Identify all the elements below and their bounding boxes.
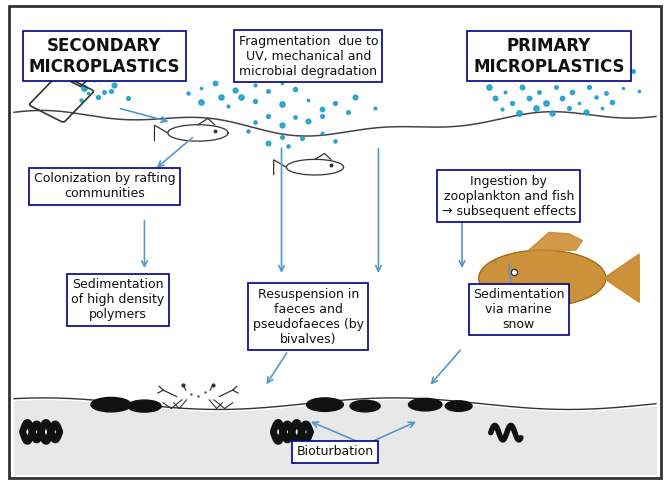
- Ellipse shape: [307, 398, 343, 411]
- Text: Resuspension in
faeces and
pseudofaeces (by
bivalves): Resuspension in faeces and pseudofaeces …: [253, 288, 364, 346]
- Polygon shape: [479, 250, 606, 306]
- Polygon shape: [519, 283, 549, 305]
- Polygon shape: [604, 254, 639, 302]
- Text: Sedimentation
via marine
snow: Sedimentation via marine snow: [473, 288, 565, 331]
- Ellipse shape: [350, 400, 380, 412]
- Ellipse shape: [446, 401, 472, 411]
- Text: PRIMARY
MICROPLASTICS: PRIMARY MICROPLASTICS: [473, 37, 624, 76]
- Text: SECONDARY
MICROPLASTICS: SECONDARY MICROPLASTICS: [29, 37, 180, 76]
- Polygon shape: [529, 232, 582, 250]
- Text: Bioturbation: Bioturbation: [296, 445, 374, 458]
- Text: Sedimentation
of high density
polymers: Sedimentation of high density polymers: [71, 278, 164, 321]
- Ellipse shape: [91, 397, 131, 412]
- Text: Ingestion by
zooplankton and fish
→ subsequent effects: Ingestion by zooplankton and fish → subs…: [442, 175, 576, 218]
- Ellipse shape: [409, 398, 442, 411]
- Text: Colonization by rafting
communities: Colonization by rafting communities: [34, 172, 175, 200]
- Ellipse shape: [128, 400, 161, 412]
- Text: Fragmentation  due to
UV, mechanical and
microbial degradation: Fragmentation due to UV, mechanical and …: [239, 35, 378, 78]
